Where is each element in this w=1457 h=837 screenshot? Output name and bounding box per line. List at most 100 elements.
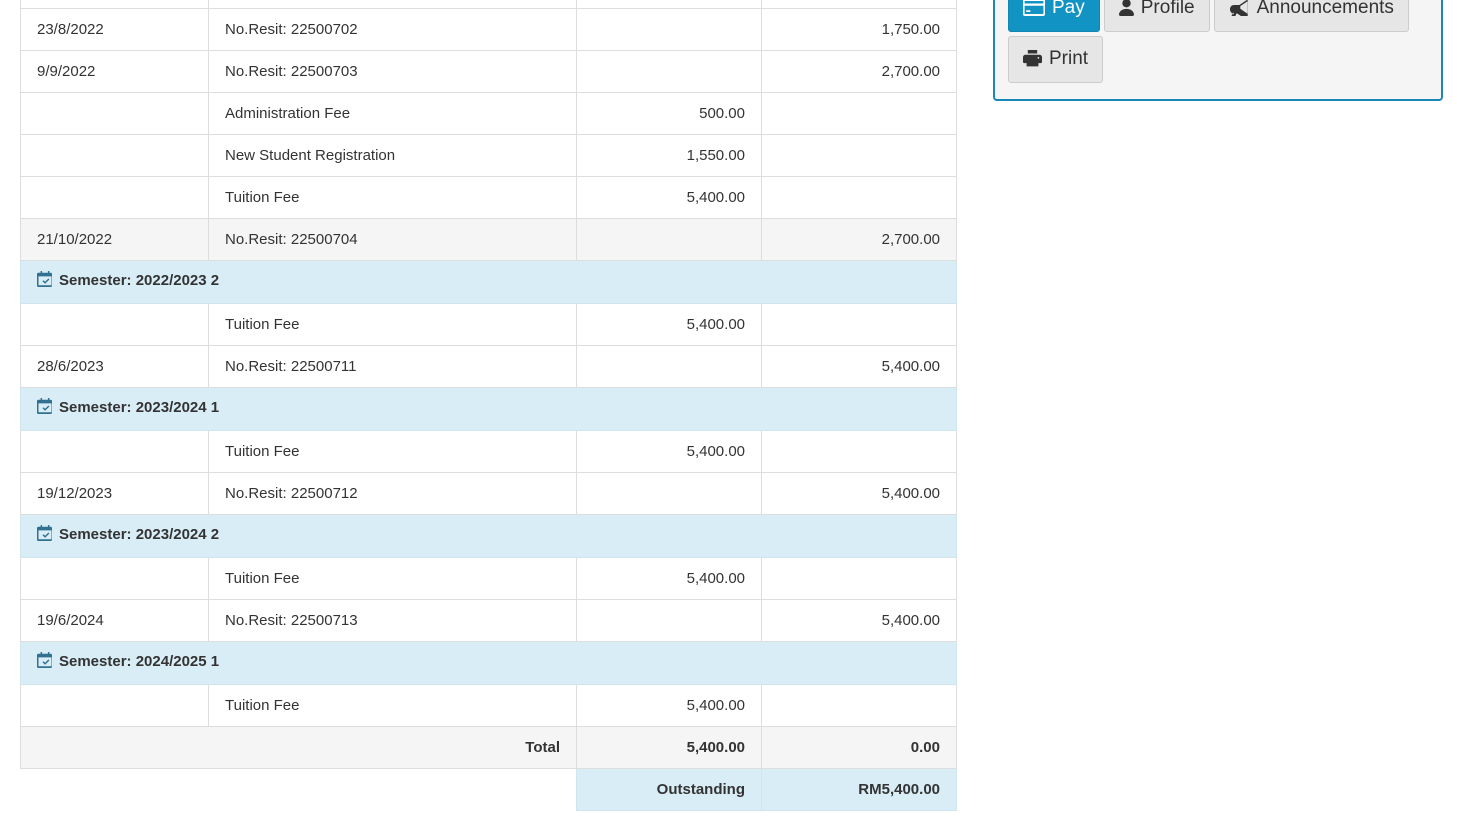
semester-label: Semester: 2022/2023 2 xyxy=(59,272,220,289)
printer-icon xyxy=(1023,48,1049,69)
cell-description: No.Resit: 22500703 xyxy=(208,50,577,93)
table-row: 21/10/2022 No.Resit: 22500704 2,700.00 xyxy=(20,218,957,261)
button-label: Print xyxy=(1049,48,1089,69)
table-row: 9/9/2022 No.Resit: 22500703 2,700.00 xyxy=(20,50,957,93)
cell-debit xyxy=(576,345,762,388)
cell-credit xyxy=(761,557,957,600)
cell-description: Tuition Fee xyxy=(208,684,577,727)
cell-debit xyxy=(576,50,762,93)
total-row: Total 5,400.00 0.00 xyxy=(20,726,957,769)
semester-label: Semester: 2024/2025 1 xyxy=(59,653,220,670)
cell-description: Tuition Fee xyxy=(208,557,577,600)
cell-description: Tuition Fee xyxy=(208,176,577,219)
cell-description: Administration Fee xyxy=(208,92,577,135)
cell-date xyxy=(20,176,209,219)
cell-description: No.Resit: 22500704 xyxy=(208,218,577,261)
cell-date xyxy=(20,684,209,727)
cell-date xyxy=(20,557,209,600)
table-row: 23/8/2022 No.Resit: 22500702 1,750.00 xyxy=(20,8,957,51)
cell-date xyxy=(20,92,209,135)
cell-debit xyxy=(576,0,762,9)
total-credit: 0.00 xyxy=(761,726,957,769)
table-row: New Student Registration 1,550.00 xyxy=(20,134,957,177)
cell-date xyxy=(20,134,209,177)
cell-debit xyxy=(576,599,762,642)
cell-date: 19/6/2024 xyxy=(20,599,209,642)
cell-description: No.Resit: 22500712 xyxy=(208,472,577,515)
cell-debit xyxy=(576,8,762,51)
table-row: Tuition Fee 5,400.00 xyxy=(20,557,957,600)
cell-description: No.Resit: 22500711 xyxy=(208,345,577,388)
calendar-check-icon xyxy=(37,398,53,420)
cell-date: 20/6/2022 xyxy=(20,0,209,9)
cell-debit: 5,400.00 xyxy=(576,430,762,473)
semester-label: Semester: 2023/2024 2 xyxy=(59,526,220,543)
cell-description: No.Resit: 22500713 xyxy=(208,599,577,642)
table-row: Tuition Fee 5,400.00 xyxy=(20,430,957,473)
cell-debit: 1,550.00 xyxy=(576,134,762,177)
semester-header-cell: Semester: 2024/2025 1 xyxy=(20,641,957,685)
announcements-button[interactable]: Announcements xyxy=(1213,0,1409,32)
outstanding-spacer xyxy=(21,769,577,811)
button-label: Announcements xyxy=(1256,0,1394,18)
print-button[interactable]: Print xyxy=(1008,36,1104,83)
total-debit: 5,400.00 xyxy=(576,726,762,769)
user-icon xyxy=(1118,0,1141,18)
cell-credit: 5,400.00 xyxy=(761,345,957,388)
pay-button[interactable]: Pay xyxy=(1008,0,1100,32)
credit-card-icon xyxy=(1023,0,1052,18)
cell-date: 28/6/2023 xyxy=(20,345,209,388)
calendar-check-icon xyxy=(37,525,53,547)
action-button-group: Pay Profile Announcements Print xyxy=(1008,0,1428,87)
outstanding-row: Outstanding RM5,400.00 xyxy=(21,768,957,811)
cell-credit xyxy=(761,134,957,177)
cell-credit: 5,400.00 xyxy=(761,599,957,642)
table-row: Administration Fee 500.00 xyxy=(20,92,957,135)
cell-description: New Student Registration xyxy=(208,134,577,177)
cell-credit: 2,700.00 xyxy=(761,50,957,93)
semester-label: Semester: 2023/2024 1 xyxy=(59,399,220,416)
table-row: Tuition Fee 5,400.00 xyxy=(20,176,957,219)
outstanding-label: Outstanding xyxy=(576,768,762,811)
cell-debit: 5,400.00 xyxy=(576,684,762,727)
outstanding-amount: RM5,400.00 xyxy=(761,768,957,811)
cell-credit xyxy=(761,684,957,727)
semester-header-cell: Semester: 2023/2024 1 xyxy=(20,387,957,431)
cell-description: Tuition Fee xyxy=(208,303,577,346)
semester-header-row: Semester: 2023/2024 2 xyxy=(20,514,957,558)
action-panel: Pay Profile Announcements Print xyxy=(993,0,1443,101)
semester-header-row: Semester: 2023/2024 1 xyxy=(20,387,957,431)
megaphone-icon xyxy=(1229,0,1257,18)
table-row: Tuition Fee 5,400.00 xyxy=(20,684,957,727)
calendar-check-icon xyxy=(37,271,53,293)
cell-date xyxy=(20,430,209,473)
cell-debit xyxy=(576,472,762,515)
cell-date xyxy=(20,303,209,346)
semester-header-row: Semester: 2024/2025 1 xyxy=(20,641,957,685)
cell-credit xyxy=(761,430,957,473)
table-row: Tuition Fee 5,400.00 xyxy=(20,303,957,346)
cell-credit xyxy=(761,176,957,219)
cell-date: 19/12/2023 xyxy=(20,472,209,515)
cell-debit: 5,400.00 xyxy=(576,303,762,346)
button-label: Pay xyxy=(1052,0,1085,18)
semester-header-cell: Semester: 2022/2023 2 xyxy=(20,260,957,304)
table-row: 19/12/2023 No.Resit: 22500712 5,400.00 xyxy=(20,472,957,515)
table-row: 19/6/2024 No.Resit: 22500713 5,400.00 xyxy=(20,599,957,642)
button-label: Profile xyxy=(1140,0,1195,18)
profile-button[interactable]: Profile xyxy=(1103,0,1210,32)
cell-credit: 300.00 xyxy=(761,0,957,9)
cell-debit: 500.00 xyxy=(576,92,762,135)
semester-header-row: Semester: 2022/2023 2 xyxy=(20,260,957,304)
cell-debit xyxy=(576,218,762,261)
cell-date: 23/8/2022 xyxy=(20,8,209,51)
cell-debit: 5,400.00 xyxy=(576,176,762,219)
semester-header-cell: Semester: 2023/2024 2 xyxy=(20,514,957,558)
table-row: 28/6/2023 No.Resit: 22500711 5,400.00 xyxy=(20,345,957,388)
cell-credit xyxy=(761,92,957,135)
